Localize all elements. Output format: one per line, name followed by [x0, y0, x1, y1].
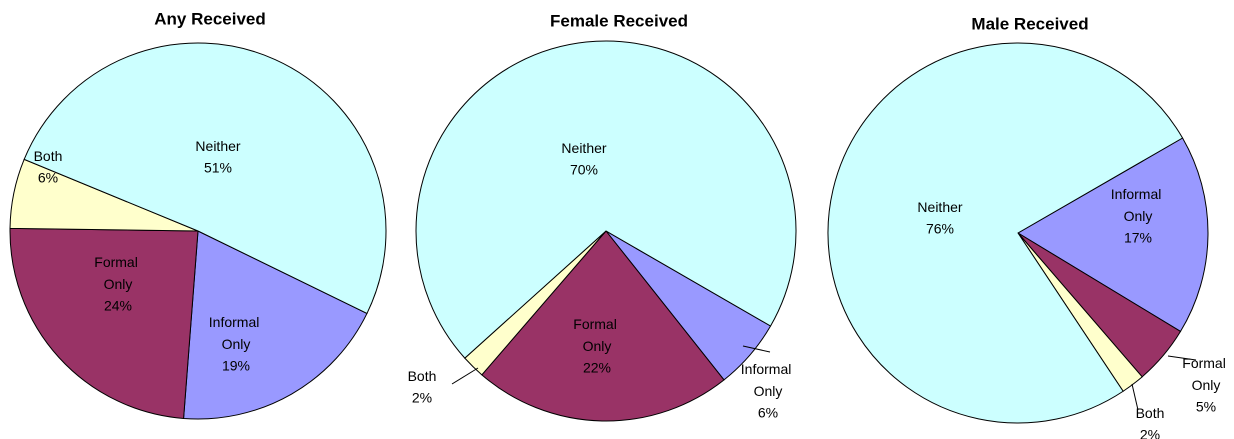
slice-value-label: 19% [222, 358, 250, 374]
slice-label: Both [1136, 405, 1165, 421]
slice-label: Formal Only [94, 254, 141, 292]
pie-slice [23, 42, 387, 315]
slice-label: Neither [195, 138, 240, 154]
pie-slice [183, 230, 368, 420]
slice-value-label: 6% [758, 405, 778, 421]
slice-label: Informal Only [741, 361, 795, 399]
leader-line [451, 367, 479, 385]
slice-value-label: 51% [204, 160, 232, 176]
slice-value-label: 70% [570, 162, 598, 178]
pie-slice [415, 40, 797, 359]
slice-label: Both [408, 368, 437, 384]
pie-slice [481, 230, 725, 422]
slice-value-label: 17% [1124, 230, 1152, 246]
slice-label: Formal Only [1182, 355, 1229, 393]
slice-label: Informal Only [209, 314, 263, 352]
chart-title: Female Received [550, 11, 688, 30]
chart-title: Male Received [971, 14, 1088, 33]
chart-title: Any Received [154, 9, 266, 28]
leader-line [742, 345, 771, 353]
leader-line [1131, 383, 1139, 411]
slice-value-label: 76% [926, 221, 954, 237]
slice-label: Neither [561, 140, 606, 156]
slice-label: Formal Only [573, 316, 620, 354]
slice-label: Both [34, 148, 63, 164]
slice-value-label: 24% [104, 298, 132, 314]
slice-value-label: 2% [412, 390, 432, 406]
pie-slice [9, 227, 199, 419]
pie-slice [1017, 137, 1209, 333]
slice-value-label: 2% [1140, 427, 1160, 439]
slice-value-label: 5% [1196, 399, 1216, 415]
pie-slice [827, 42, 1184, 424]
slice-label: Informal Only [1111, 186, 1165, 224]
slice-label: Neither [917, 199, 962, 215]
slice-value-label: 22% [583, 360, 611, 376]
slice-value-label: 6% [38, 170, 58, 186]
leader-line [1167, 355, 1197, 361]
